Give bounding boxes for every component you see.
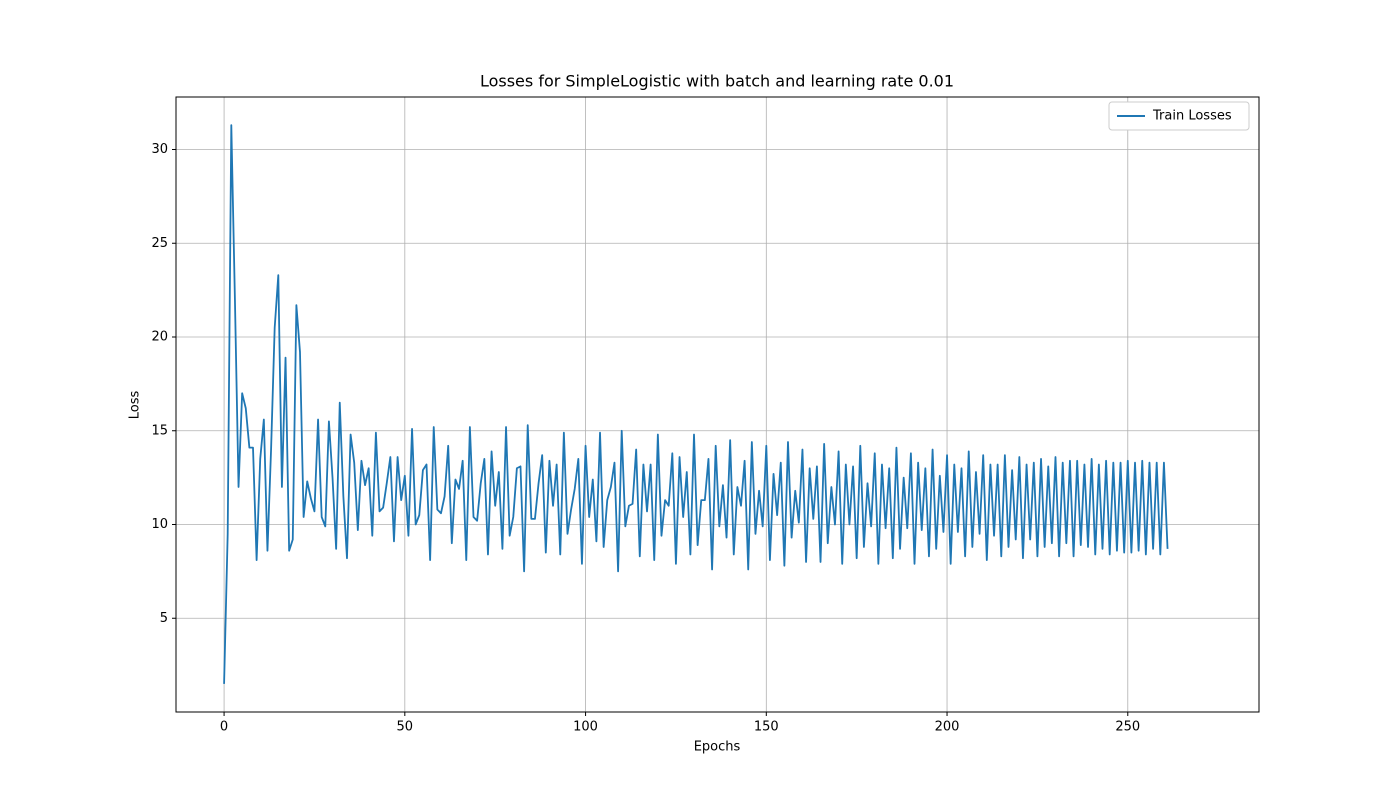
line — [223, 124, 1169, 684]
y-axis-label: Loss — [128, 391, 143, 420]
y-tick-label: 10 — [151, 517, 168, 532]
y-tick-label: 5 — [160, 611, 168, 626]
legend-label: Train Losses — [1152, 109, 1232, 124]
x-tick-label: 250 — [1115, 720, 1140, 735]
x-tick-label: 150 — [754, 720, 779, 735]
y-tick-label: 25 — [151, 236, 168, 251]
x-tick-label: 200 — [935, 720, 960, 735]
x-axis-label: Epochs — [694, 740, 741, 755]
plot-frame — [175, 96, 1260, 713]
legend-box — [1108, 101, 1250, 131]
x-tick-label: 0 — [220, 720, 228, 735]
y-tick-label: 20 — [151, 330, 168, 345]
y-tick-label: 30 — [151, 142, 168, 157]
x-tick-label: 100 — [573, 720, 598, 735]
x-tick-label: 50 — [397, 720, 414, 735]
y-tick-label: 15 — [151, 423, 168, 438]
chart-title: Losses for SimpleLogistic with batch and… — [480, 72, 954, 91]
